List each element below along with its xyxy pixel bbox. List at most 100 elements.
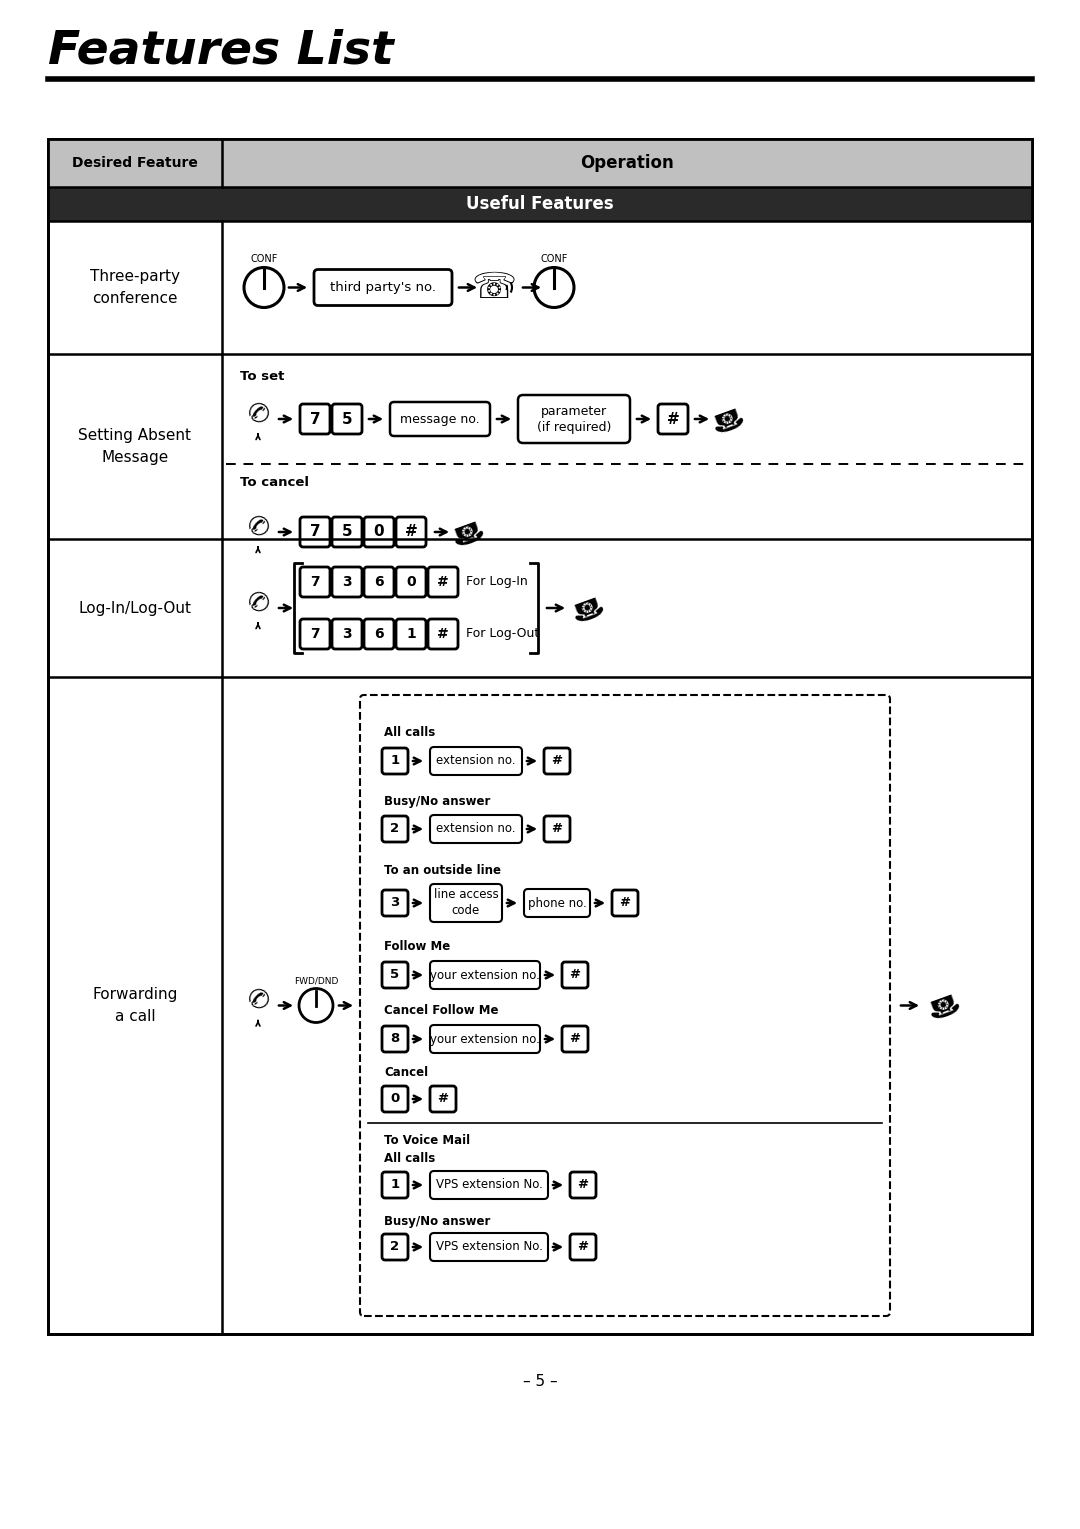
Text: Cancel: Cancel	[384, 1067, 428, 1079]
FancyBboxPatch shape	[428, 567, 458, 596]
Text: 1: 1	[406, 627, 416, 641]
Text: VPS extension No.: VPS extension No.	[435, 1179, 542, 1191]
Text: To cancel: To cancel	[240, 476, 309, 488]
Text: #: #	[552, 754, 563, 768]
Text: Busy/No answer: Busy/No answer	[384, 1214, 490, 1228]
Text: All calls: All calls	[384, 726, 435, 740]
Text: Operation: Operation	[580, 154, 674, 171]
Text: ☎: ☎	[564, 589, 604, 624]
Bar	[48, 139, 1032, 187]
Text: 5: 5	[391, 968, 400, 982]
Text: #: #	[578, 1179, 589, 1191]
FancyBboxPatch shape	[570, 1234, 596, 1260]
FancyBboxPatch shape	[430, 1232, 548, 1261]
Text: VPS extension No.: VPS extension No.	[435, 1240, 542, 1254]
FancyBboxPatch shape	[382, 890, 408, 916]
Text: message no.: message no.	[401, 413, 480, 425]
Text: 0: 0	[374, 524, 384, 540]
FancyBboxPatch shape	[430, 748, 522, 775]
Text: 5: 5	[341, 524, 352, 540]
Text: 3: 3	[342, 575, 352, 589]
FancyBboxPatch shape	[364, 619, 394, 648]
Text: 7: 7	[310, 575, 320, 589]
Text: 8: 8	[390, 1032, 400, 1046]
FancyBboxPatch shape	[360, 696, 890, 1316]
FancyBboxPatch shape	[382, 1086, 408, 1112]
Text: 1: 1	[391, 1179, 400, 1191]
Text: CONF: CONF	[540, 254, 568, 265]
FancyBboxPatch shape	[382, 1173, 408, 1199]
Text: parameter: parameter	[541, 405, 607, 417]
FancyBboxPatch shape	[518, 394, 630, 443]
Text: your extension no.: your extension no.	[430, 968, 540, 982]
Text: Follow Me: Follow Me	[384, 940, 450, 954]
FancyBboxPatch shape	[562, 1026, 588, 1052]
Bar	[48, 139, 1032, 1333]
FancyBboxPatch shape	[390, 402, 490, 436]
FancyBboxPatch shape	[396, 567, 426, 596]
FancyBboxPatch shape	[364, 567, 394, 596]
Text: ☎: ☎	[920, 986, 960, 1021]
Text: Forwarding
a call: Forwarding a call	[92, 986, 178, 1024]
Text: #: #	[569, 1032, 581, 1046]
Text: To Voice Mail: To Voice Mail	[384, 1135, 470, 1147]
FancyBboxPatch shape	[430, 1086, 456, 1112]
FancyBboxPatch shape	[382, 816, 408, 842]
Text: ✆: ✆	[243, 399, 273, 431]
Text: All calls: All calls	[384, 1153, 435, 1165]
FancyBboxPatch shape	[570, 1173, 596, 1199]
Text: #: #	[437, 575, 449, 589]
FancyBboxPatch shape	[382, 748, 408, 774]
Text: 7: 7	[310, 411, 321, 427]
Text: #: #	[405, 524, 417, 540]
Text: ✆: ✆	[243, 512, 273, 544]
Text: #: #	[666, 411, 679, 427]
FancyBboxPatch shape	[428, 619, 458, 648]
FancyBboxPatch shape	[612, 890, 638, 916]
Text: Log-In/Log-Out: Log-In/Log-Out	[79, 601, 191, 616]
Text: Cancel Follow Me: Cancel Follow Me	[384, 1005, 499, 1017]
Text: #: #	[578, 1240, 589, 1254]
Text: ✆: ✆	[243, 589, 273, 619]
Text: ☏: ☏	[472, 271, 516, 304]
Text: 7: 7	[310, 627, 320, 641]
FancyBboxPatch shape	[300, 619, 330, 648]
Text: 2: 2	[391, 1240, 400, 1254]
FancyBboxPatch shape	[544, 816, 570, 842]
Text: #: #	[437, 627, 449, 641]
Text: ☎: ☎	[704, 399, 744, 434]
Text: #: #	[437, 1093, 448, 1105]
Text: extension no.: extension no.	[436, 754, 516, 768]
Text: 6: 6	[374, 627, 383, 641]
Text: – 5 –: – 5 –	[523, 1373, 557, 1388]
Text: Busy/No answer: Busy/No answer	[384, 795, 490, 807]
Text: 5: 5	[341, 411, 352, 427]
Text: To set: To set	[240, 370, 284, 382]
FancyBboxPatch shape	[430, 884, 502, 922]
FancyBboxPatch shape	[332, 517, 362, 547]
Text: third party's no.: third party's no.	[330, 281, 436, 294]
Text: (if required): (if required)	[537, 420, 611, 434]
Text: For Log-Out: For Log-Out	[465, 627, 539, 641]
Bar	[48, 139, 1032, 1333]
FancyBboxPatch shape	[430, 1171, 548, 1199]
FancyBboxPatch shape	[524, 888, 590, 917]
FancyBboxPatch shape	[430, 1024, 540, 1053]
Text: 6: 6	[374, 575, 383, 589]
FancyBboxPatch shape	[396, 619, 426, 648]
Text: Features List: Features List	[48, 29, 394, 73]
FancyBboxPatch shape	[300, 404, 330, 434]
FancyBboxPatch shape	[332, 619, 362, 648]
Text: 1: 1	[391, 754, 400, 768]
FancyBboxPatch shape	[430, 962, 540, 989]
FancyBboxPatch shape	[300, 567, 330, 596]
Text: 3: 3	[390, 896, 400, 910]
Text: line access: line access	[434, 888, 498, 902]
Text: 2: 2	[391, 823, 400, 835]
Text: ✆: ✆	[243, 986, 273, 1017]
Text: To an outside line: To an outside line	[384, 864, 501, 878]
Text: Desired Feature: Desired Feature	[72, 156, 198, 170]
FancyBboxPatch shape	[364, 517, 394, 547]
Text: Three-party
conference: Three-party conference	[90, 269, 180, 306]
Text: 3: 3	[342, 627, 352, 641]
